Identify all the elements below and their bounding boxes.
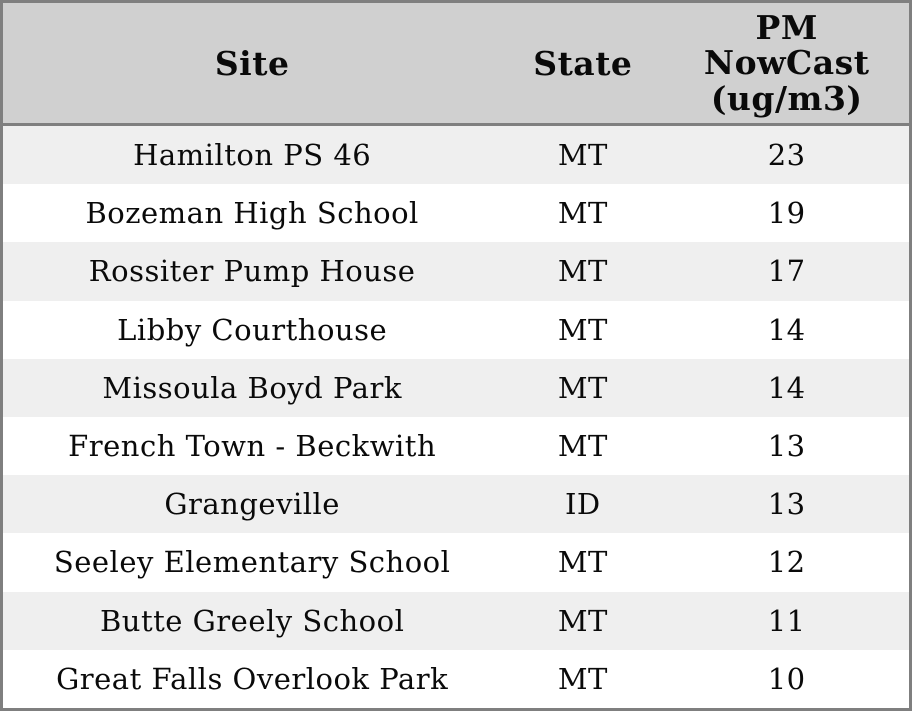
site-cell: Great Falls Overlook Park	[56, 661, 449, 696]
site-cell: Grangeville	[164, 487, 340, 522]
pm-value-cell: 10	[767, 661, 806, 696]
site-cell: Libby Courthouse	[117, 312, 388, 347]
table-row: Libby Courthouse MT 14	[3, 300, 909, 359]
state-cell: MT	[557, 370, 608, 405]
header-pm-nowcast: PM NowCast (ug/m3)	[664, 3, 909, 126]
pm-value-cell: 13	[767, 429, 806, 464]
site-cell: Hamilton PS 46	[133, 138, 372, 173]
state-cell: MT	[557, 138, 608, 173]
table-row: Rossiter Pump House MT 17	[3, 242, 909, 301]
header-site: Site	[3, 3, 502, 126]
state-cell: MT	[557, 254, 608, 289]
pm-value-cell: 12	[767, 545, 806, 580]
table-row: French Town - Beckwith MT 13	[3, 416, 909, 476]
site-cell: Rossiter Pump House	[88, 254, 416, 289]
table-row: Hamilton PS 46 MT 23	[3, 124, 909, 185]
pm-value-cell: 19	[767, 196, 806, 231]
table-row: Bozeman High School MT 19	[3, 184, 909, 243]
state-cell: ID	[564, 487, 601, 522]
state-cell: MT	[557, 603, 608, 638]
site-cell: Bozeman High School	[85, 196, 419, 231]
table-row: Seeley Elementary School MT 12	[3, 533, 909, 592]
pm-value-cell: 14	[767, 370, 806, 405]
table-row: Butte Greely School MT 11	[3, 591, 909, 650]
state-cell: MT	[557, 661, 608, 696]
data-table: Site State PM NowCast (ug/m3) Hamilton P…	[3, 3, 909, 708]
state-cell: MT	[557, 429, 608, 464]
state-cell: MT	[557, 545, 608, 580]
pm-value-cell: 23	[767, 138, 806, 173]
header-row: Site State PM NowCast (ug/m3)	[3, 3, 909, 126]
site-cell: Seeley Elementary School	[53, 545, 451, 580]
table-row: Grangeville ID 13	[3, 475, 909, 534]
state-cell: MT	[557, 312, 608, 347]
pm-value-cell: 17	[767, 254, 806, 289]
state-cell: MT	[557, 196, 608, 231]
site-cell: French Town - Beckwith	[68, 429, 437, 464]
pm-value-cell: 11	[767, 603, 806, 638]
pm-value-cell: 13	[767, 487, 806, 522]
pm-value-cell: 14	[767, 312, 806, 347]
site-cell: Butte Greely School	[99, 603, 405, 638]
site-cell: Missoula Boyd Park	[102, 370, 402, 405]
table-row: Great Falls Overlook Park MT 10	[3, 649, 909, 708]
header-state: State	[501, 3, 665, 126]
table-row: Missoula Boyd Park MT 14	[3, 358, 909, 417]
